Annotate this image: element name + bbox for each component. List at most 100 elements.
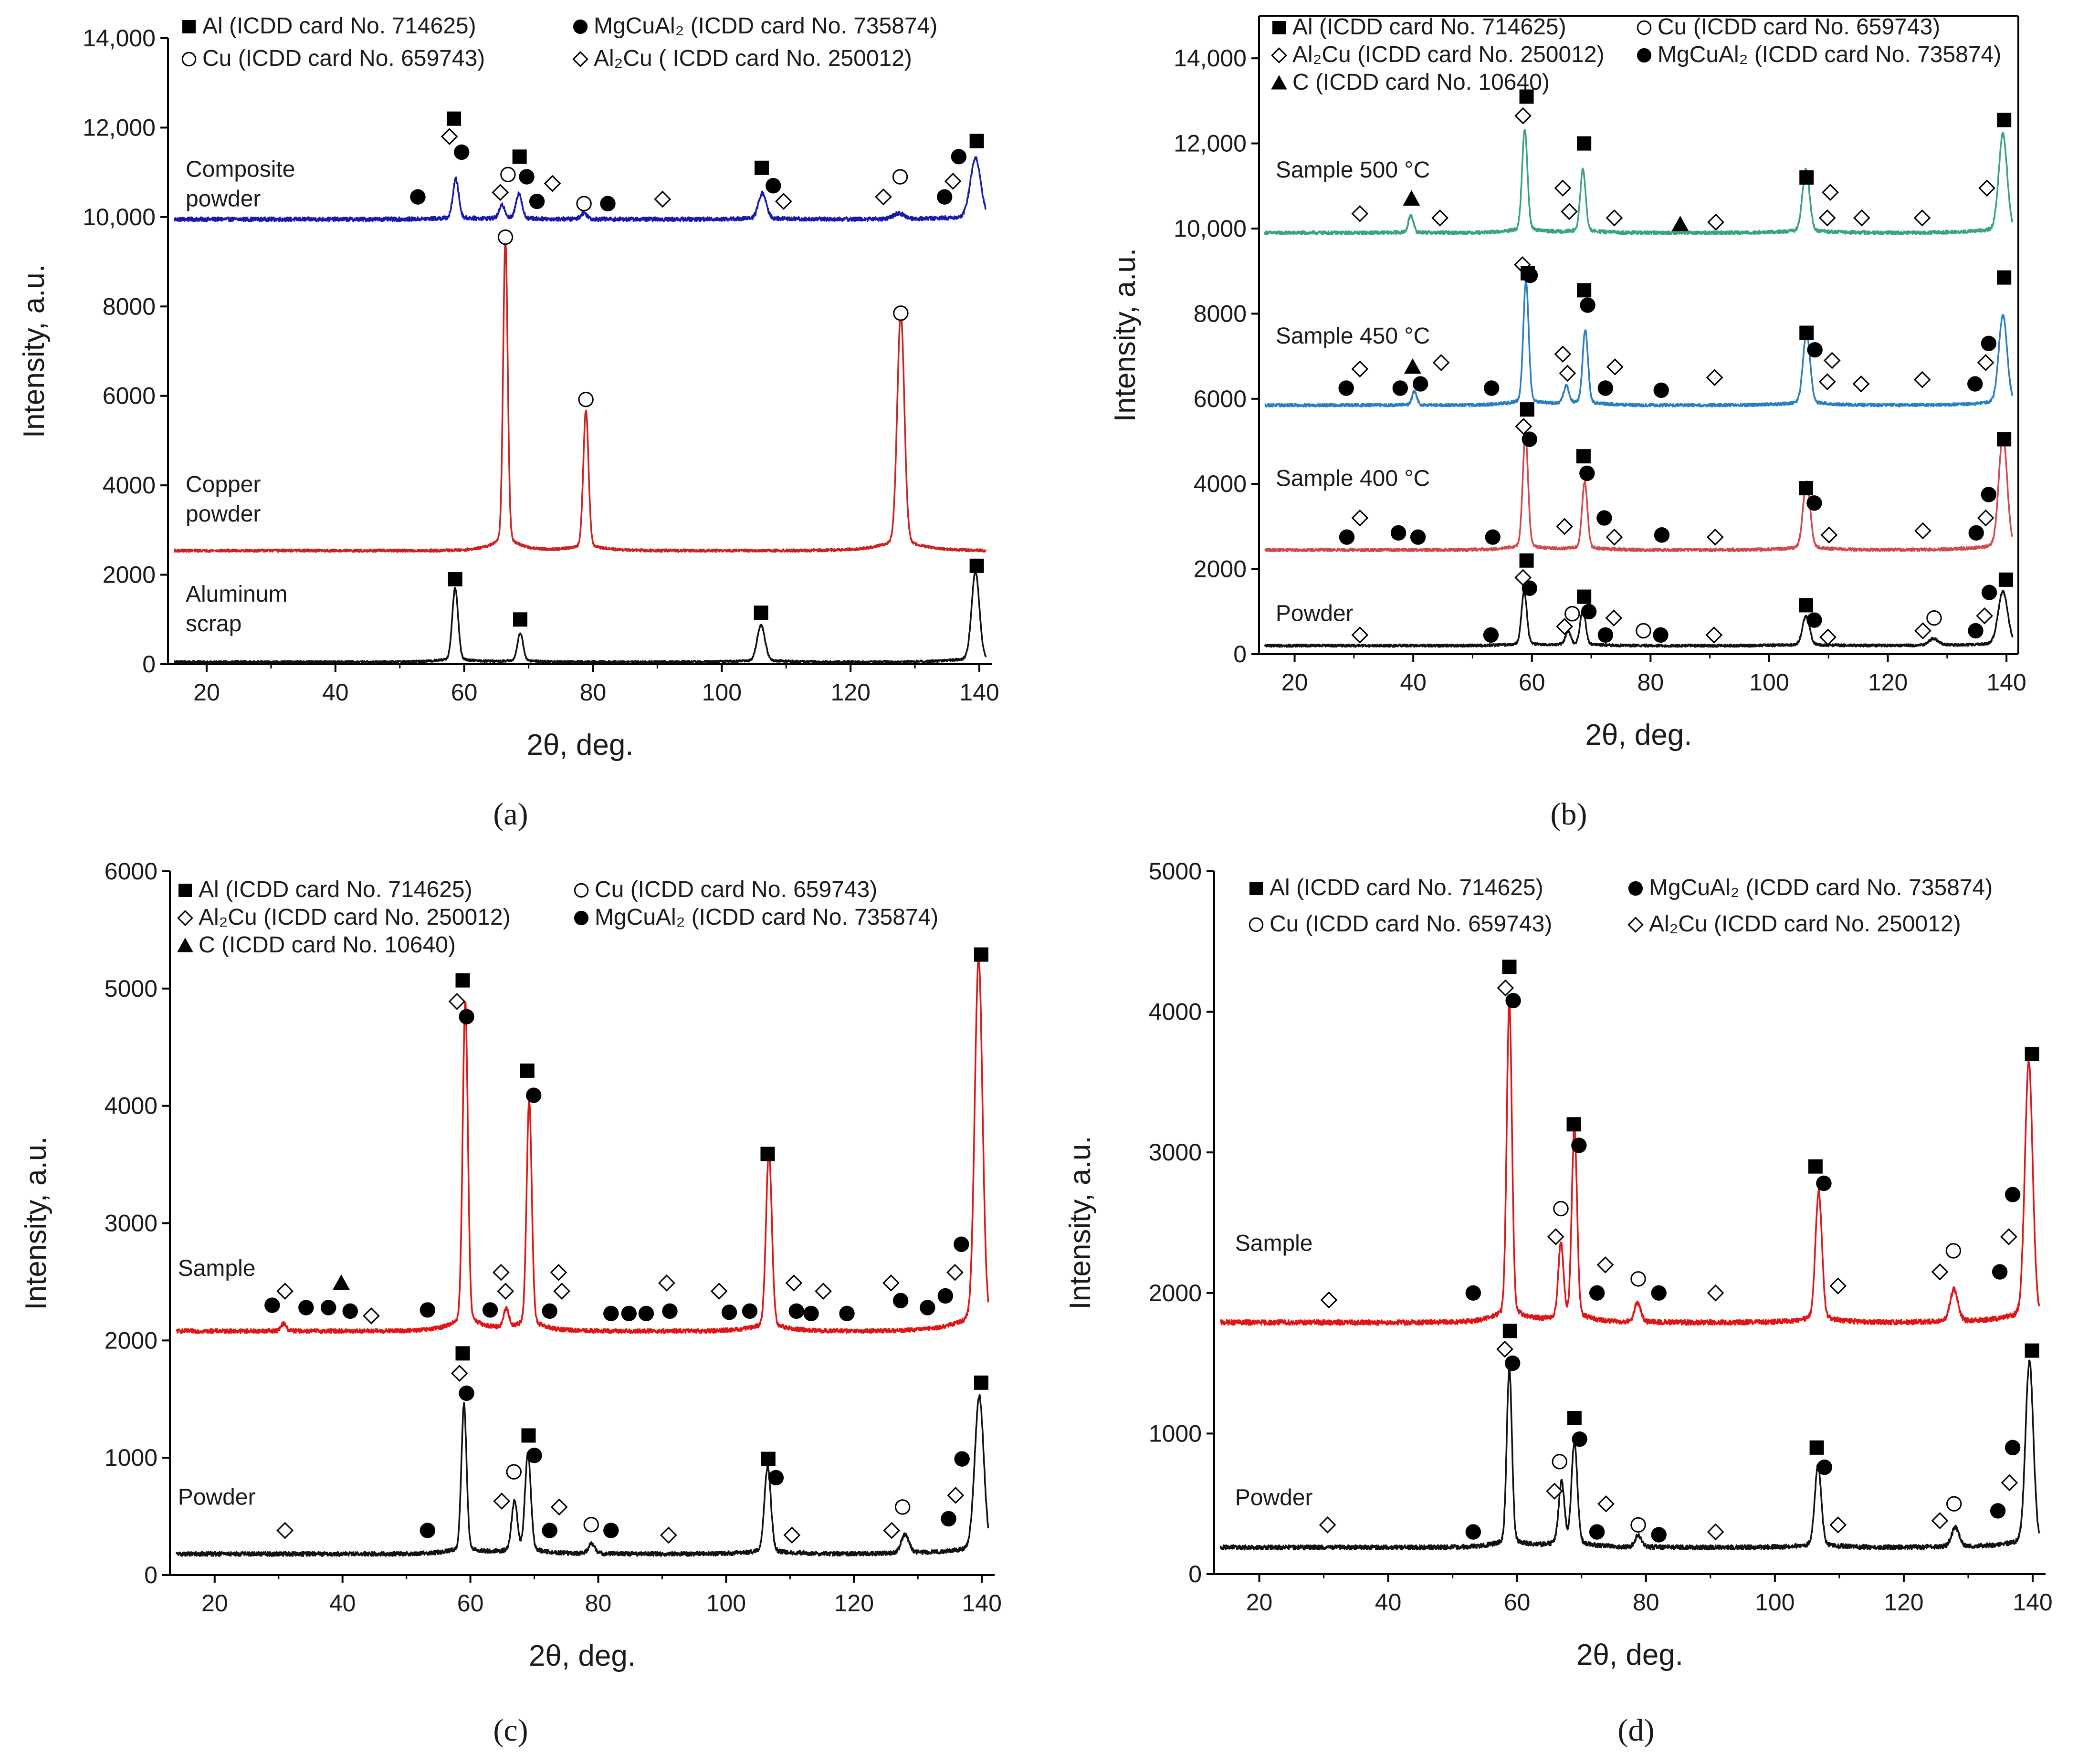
phase-marker-square [969, 134, 984, 148]
x-tick-label: 80 [580, 679, 607, 706]
x-tick-label: 40 [322, 679, 349, 706]
legend-marker-diamond [1271, 47, 1287, 63]
panel-a: 20 40 60 80 100 120 140 0 2000 4000 6000 8000 10,000… [18, 13, 999, 832]
phase-marker-diamond [1829, 1516, 1847, 1534]
legend-entry: Al (ICDD card No. 714625) [199, 877, 472, 902]
y-tick-label: 2000 [1194, 556, 1247, 583]
phase-marker-circle [1806, 495, 1822, 511]
legend-marker-open-circle [181, 52, 197, 67]
phase-marker-circle [1522, 431, 1537, 447]
phase-marker-circle [941, 1511, 956, 1527]
phase-marker-diamond [1554, 345, 1572, 363]
legend-marker-open-circle [1637, 20, 1652, 35]
phase-marker-square [455, 1346, 470, 1361]
phase-marker-circle [1572, 1431, 1587, 1447]
y-tick-label: 0 [1188, 1561, 1202, 1587]
series-powder: Powder [1219, 1324, 2040, 1551]
panel-c: 20 40 60 80 100 120 140 0 1000 2000 3000 4000 5000 60… [20, 858, 1002, 1748]
phase-marker-diamond [1515, 418, 1532, 435]
phase-marker-circle [1392, 380, 1408, 396]
series-label: Powder [1235, 1485, 1313, 1511]
legend-entry: Al (ICDD card No. 714625) [1270, 875, 1543, 900]
phase-marker-circle [600, 196, 616, 211]
x-tick-label: 120 [1884, 1589, 1923, 1616]
phase-marker-circle [1981, 487, 1997, 502]
y-tick-label: 14,000 [1174, 45, 1247, 72]
phase-marker-square [447, 111, 462, 126]
phase-marker-diamond [815, 1283, 832, 1300]
phase-marker-open-circle [894, 1499, 911, 1515]
phase-marker-circle [1338, 380, 1354, 396]
phase-marker-circle [2005, 1187, 2021, 1202]
legend-entry: Cu (ICDD card No. 659743) [202, 46, 485, 71]
y-tick-label: 6000 [103, 383, 156, 409]
series-label: Sample [178, 1256, 256, 1281]
phase-marker-diamond [441, 128, 458, 146]
y-tick-label: 0 [1233, 641, 1247, 668]
x-tick-label: 40 [1375, 1589, 1402, 1616]
y-tick-label: 12,000 [83, 114, 156, 141]
phase-marker-square [1577, 283, 1592, 298]
phase-marker-square [1577, 589, 1592, 604]
series-line [176, 957, 989, 1334]
phase-marker-circle [264, 1297, 280, 1313]
phase-marker-diamond [493, 1493, 511, 1510]
phase-marker-diamond [544, 175, 561, 192]
legend-entry: Cu (ICDD card No. 659743) [1658, 14, 1940, 40]
phase-marker-open-circle [500, 167, 516, 183]
phase-marker-circle [1484, 380, 1500, 396]
phase-marker-diamond [1914, 622, 1931, 639]
phase-marker-square [1808, 1159, 1823, 1174]
y-tick-label: 2000 [103, 562, 156, 588]
x-tick-label: 80 [1637, 669, 1664, 696]
y-tick-label: 6000 [1194, 386, 1247, 412]
legend-entry: MgCuAl₂ (ICDD card No. 735874) [1658, 42, 2001, 67]
phase-marker-square [1576, 449, 1591, 464]
series-copper-powder: Copper powder [173, 229, 987, 553]
y-tick-label: 0 [144, 1562, 157, 1588]
phase-marker-diamond [1914, 522, 1931, 540]
phase-marker-circle [526, 1448, 542, 1463]
x-axis-title: 2θ, deg. [1576, 1639, 1683, 1671]
phase-marker-diamond [783, 1526, 801, 1544]
phase-marker-circle [788, 1303, 804, 1319]
phase-marker-circle [742, 1303, 758, 1319]
phase-marker-circle [1806, 612, 1822, 628]
phase-marker-triangle [1403, 190, 1420, 206]
series-label: scrap [186, 611, 241, 637]
series-label: Sample 400 °C [1276, 466, 1430, 491]
phase-marker-circle [1967, 376, 1983, 392]
phase-marker-diamond [1977, 354, 1994, 371]
phase-marker-diamond [1597, 1495, 1615, 1513]
series-label: Sample 450 °C [1276, 324, 1430, 349]
phase-marker-circle [1483, 627, 1499, 643]
phase-marker-diamond [1547, 1228, 1564, 1245]
legend-marker-open-circle [574, 883, 589, 898]
phase-marker-diamond [1977, 509, 1994, 527]
phase-marker-open-circle [576, 196, 592, 211]
phase-marker-diamond [1605, 609, 1623, 627]
phase-marker-circle [420, 1523, 436, 1538]
phase-marker-diamond [1351, 626, 1369, 644]
phase-marker-circle [1654, 527, 1670, 543]
y-tick-label: 3000 [1149, 1139, 1202, 1166]
phase-marker-diamond [883, 1522, 901, 1539]
phase-marker-diamond [497, 1283, 514, 1300]
phase-marker-circle [1653, 627, 1669, 643]
legend-entry: Al (ICDD card No. 714625) [202, 13, 476, 39]
phase-marker-diamond [944, 173, 962, 190]
phase-marker-open-circle [578, 392, 594, 407]
series-line [1264, 433, 2014, 553]
phase-marker-diamond [553, 1283, 571, 1300]
series-sample-500-c: Sample 500 °C [1264, 89, 2014, 236]
legend: Al (ICDD card No. 714625) MgCuAl₂ (ICDD c… [181, 13, 937, 71]
x-tick-label: 140 [962, 1590, 1001, 1617]
x-tick-label: 120 [1868, 669, 1908, 696]
phase-marker-diamond [1822, 184, 1839, 201]
phase-marker-diamond [2000, 1228, 2017, 1245]
phase-marker-diamond [1554, 179, 1572, 197]
series-label: Powder [178, 1485, 256, 1510]
phase-marker-square [1502, 960, 1517, 974]
phase-marker-diamond [1559, 365, 1576, 382]
series-label: Composite [186, 157, 295, 182]
